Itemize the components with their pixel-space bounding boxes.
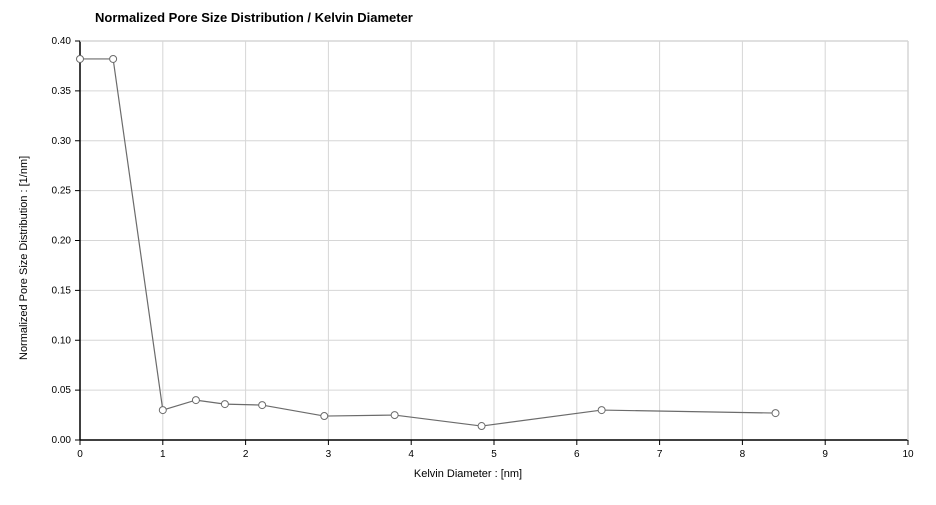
x-tick-label: 2 <box>243 449 249 460</box>
data-marker <box>159 407 166 414</box>
y-tick-label: 0.15 <box>52 285 72 296</box>
data-line <box>80 59 776 426</box>
x-tick-label: 9 <box>822 449 828 460</box>
y-tick-label: 0.10 <box>52 335 72 346</box>
data-marker <box>321 413 328 420</box>
x-tick-label: 5 <box>491 449 497 460</box>
data-marker <box>259 402 266 409</box>
x-tick-label: 8 <box>740 449 746 460</box>
x-tick-label: 10 <box>902 449 914 460</box>
x-tick-label: 0 <box>77 449 83 460</box>
y-tick-label: 0.05 <box>52 385 72 396</box>
y-tick-label: 0.20 <box>52 236 72 247</box>
y-tick-label: 0.35 <box>52 86 72 97</box>
data-marker <box>221 401 228 408</box>
x-tick-label: 6 <box>574 449 580 460</box>
data-marker <box>110 55 117 62</box>
data-marker <box>598 407 605 414</box>
x-tick-label: 1 <box>160 449 166 460</box>
y-tick-label: 0.30 <box>52 136 72 147</box>
data-marker <box>391 412 398 419</box>
x-tick-label: 4 <box>408 449 414 460</box>
x-tick-label: 7 <box>657 449 663 460</box>
chart-container: Normalized Pore Size Distribution / Kelv… <box>0 0 936 505</box>
chart-svg: 0 1 2 3 4 5 6 7 8 9 10 0.00 0.05 0.10 0.15 0.20 0.25 0.30… <box>0 0 936 505</box>
y-tick-label: 0.40 <box>52 36 72 47</box>
data-marker <box>192 397 199 404</box>
y-tick-label: 0.00 <box>52 435 72 446</box>
data-marker <box>478 423 485 430</box>
data-marker <box>77 55 84 62</box>
x-tick-label: 3 <box>326 449 332 460</box>
y-tick-label: 0.25 <box>52 186 72 197</box>
data-marker <box>772 410 779 417</box>
